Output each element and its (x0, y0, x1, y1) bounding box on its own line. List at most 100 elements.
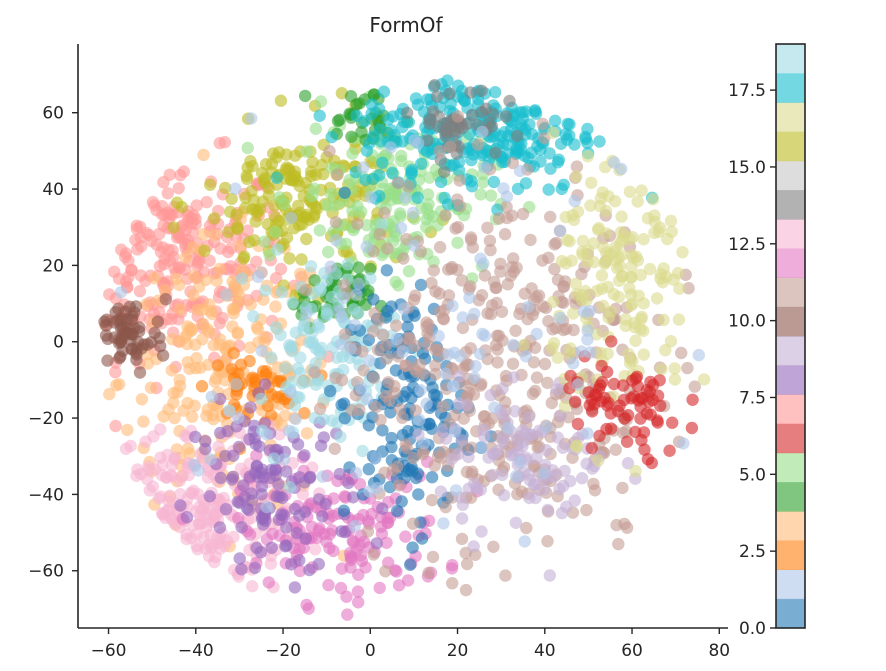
scatter-point (671, 266, 685, 280)
scatter-point (465, 441, 478, 454)
scatter-point (314, 95, 328, 108)
scatter-point (453, 174, 466, 187)
scatter-point (446, 577, 459, 590)
scatter-point (417, 437, 431, 450)
scatter-point (428, 79, 441, 92)
scatter-point (520, 521, 533, 535)
scatter-point (498, 228, 512, 241)
colorbar-tick-label: 17.5 (728, 81, 766, 101)
scatter-point (605, 335, 618, 348)
colorbar-segment (776, 306, 805, 337)
scatter-point (500, 190, 514, 203)
scatter-point (537, 467, 550, 480)
x-axis-ticks: −60 −40 −20 0 20 40 60 80 (91, 628, 730, 661)
scatter-point (561, 117, 574, 131)
scatter-point (238, 201, 252, 215)
scatter-point (459, 583, 473, 597)
scatter-point (164, 511, 177, 525)
scatter-point (423, 417, 436, 431)
scatter-point (587, 237, 600, 250)
scatter-point (477, 257, 490, 270)
scatter-point (367, 293, 380, 306)
scatter-point (346, 491, 360, 504)
scatter-point (530, 451, 543, 464)
scatter-point (244, 298, 257, 311)
scatter-point (619, 319, 632, 333)
scatter-point (460, 398, 474, 412)
scatter-point (300, 427, 314, 440)
scatter-point (137, 415, 150, 428)
scatter-point (364, 272, 377, 285)
scatter-point (218, 136, 231, 149)
scatter-point (653, 221, 667, 234)
scatter-point (394, 221, 408, 235)
scatter-point (258, 171, 272, 185)
scatter-point (623, 185, 637, 198)
y-tick-label: −20 (28, 409, 64, 429)
scatter-point (300, 232, 313, 246)
scatter-point (474, 188, 487, 201)
scatter-point (338, 412, 351, 425)
scatter-point (607, 156, 621, 169)
scatter-point (438, 165, 451, 179)
scatter-point (199, 542, 212, 555)
scatter-point (602, 311, 615, 324)
scatter-point (380, 352, 393, 365)
scatter-point (284, 341, 297, 355)
scatter-point (177, 165, 190, 178)
scatter-point (505, 209, 519, 222)
scatter-point (360, 219, 373, 232)
scatter-point (543, 569, 556, 582)
scatter-point (165, 459, 179, 472)
scatter-point (346, 147, 359, 160)
scatter-point (456, 498, 469, 511)
scatter-point (622, 409, 635, 422)
scatter-point (484, 243, 497, 257)
scatter-point (592, 454, 605, 467)
scatter-point (576, 245, 589, 259)
scatter-point (332, 304, 346, 318)
scatter-point (448, 409, 461, 422)
scatter-point (392, 479, 406, 492)
scatter-point (291, 362, 304, 375)
chart-title: FormOf (369, 13, 443, 37)
scatter-point (541, 376, 554, 389)
scatter-point (210, 274, 223, 287)
scatter-point (570, 170, 583, 183)
scatter-point (331, 168, 344, 181)
scatter-point (479, 102, 493, 115)
scatter-point (681, 361, 694, 375)
scatter-point (243, 341, 257, 354)
scatter-point (199, 521, 213, 534)
scatter-point (668, 362, 681, 375)
scatter-point (455, 274, 469, 287)
scatter-point (225, 473, 239, 486)
colorbar-tick-label: 12.5 (728, 235, 766, 255)
scatter-point (254, 392, 268, 406)
scatter-point (232, 411, 245, 424)
scatter-point (425, 276, 438, 290)
scatter-point (431, 343, 444, 356)
scatter-point (265, 541, 278, 554)
scatter-point (305, 336, 319, 350)
scatter-point (144, 381, 158, 394)
scatter-point (499, 569, 512, 582)
scatter-point (451, 110, 465, 123)
scatter-point (429, 359, 442, 372)
scatter-point (313, 402, 327, 415)
scatter-point (348, 318, 361, 332)
scatter-point (509, 324, 522, 337)
scatter-point (295, 253, 308, 266)
scatter-point (249, 373, 262, 386)
scatter-point (692, 348, 705, 362)
scatter-point (324, 384, 337, 398)
scatter-point (300, 307, 313, 320)
scatter-point (376, 502, 389, 515)
scatter-point (405, 165, 418, 179)
colorbar-segment (776, 482, 805, 512)
scatter-point (178, 429, 192, 442)
scatter-point (655, 363, 668, 376)
scatter-point (181, 327, 194, 340)
colorbar-segment (776, 160, 805, 191)
scatter-point (386, 463, 400, 477)
